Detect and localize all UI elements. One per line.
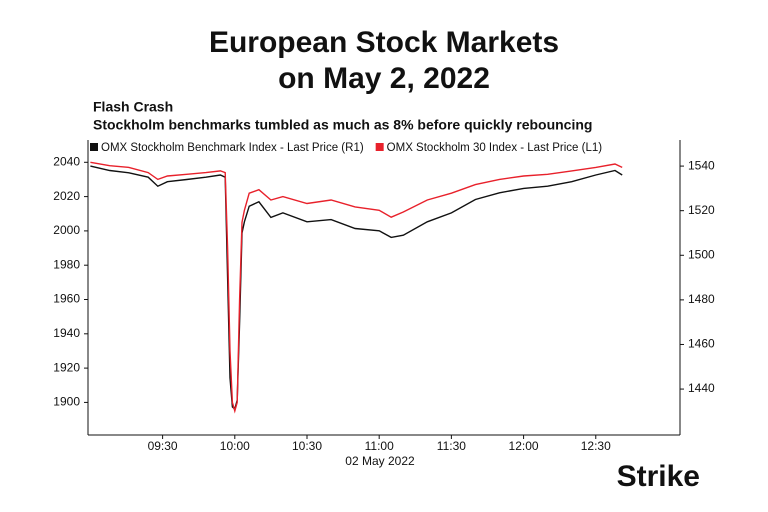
y-tick-label: 1900 [53,395,80,409]
y2-tick-label: 1520 [688,203,715,217]
y-tick-label: 2040 [53,154,80,168]
y-tick-label: 2000 [53,223,80,237]
chart-title: on May 2, 2022 [278,62,490,95]
y2-tick-label: 1480 [688,292,715,306]
y-tick-label: 1960 [53,292,80,306]
legend-label: OMX Stockholm 30 Index - Last Price (L1) [387,142,603,154]
y2-tick-label: 1460 [688,337,715,351]
x-tick-label: 09:30 [148,439,178,453]
x-tick-label: 10:30 [292,439,322,453]
x-tick-label: 11:30 [437,439,466,453]
y-tick-label: 1980 [53,257,80,271]
y2-tick-label: 1500 [688,247,715,261]
y-tick-label: 1940 [53,326,80,340]
y-tick-label: 2020 [53,189,80,203]
x-tick-label: 12:00 [509,439,539,453]
chart-title: European Stock Markets [209,26,559,59]
logo: Strike [617,460,700,493]
x-axis-label: 02 May 2022 [345,454,415,468]
legend-swatch [90,143,98,151]
x-tick-label: 12:30 [581,439,611,453]
legend-swatch [375,143,384,151]
subtitle: Flash Crash [93,99,173,115]
y2-tick-label: 1540 [688,158,715,172]
x-tick-label: 11:00 [365,439,394,453]
annotation: Stockholm benchmarks tumbled as much as … [93,117,592,133]
legend-label: OMX Stockholm Benchmark Index - Last Pri… [101,142,364,154]
series-line [90,161,623,414]
y2-tick-label: 1440 [688,381,715,395]
series-line [90,165,623,411]
x-tick-label: 10:00 [220,439,250,453]
y-tick-label: 1920 [53,360,80,374]
